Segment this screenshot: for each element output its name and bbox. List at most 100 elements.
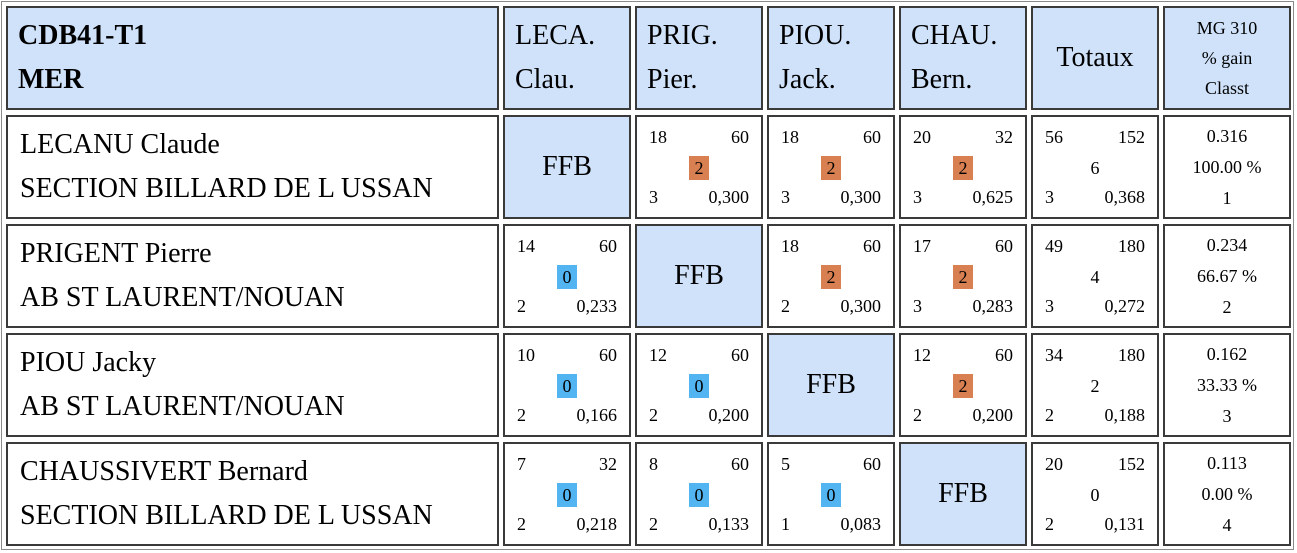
total-match-points: 2	[1090, 376, 1100, 396]
player-name: PRIGENT Pierre	[20, 238, 212, 269]
player-name: LECANU Claude	[20, 129, 220, 160]
column-header-totals: Totaux	[1031, 6, 1159, 110]
summary-pct: 66.67 %	[1197, 265, 1257, 286]
total-average: 0,272	[1104, 296, 1146, 316]
player-name: PIOU Jacky	[20, 347, 157, 378]
match-result-badge: 2	[953, 374, 973, 398]
match-distance: 60	[995, 345, 1013, 365]
summary-mg: 0.113	[1207, 452, 1247, 473]
match-result-badge: 2	[821, 156, 841, 180]
match-result-badge: 2	[689, 156, 709, 180]
match-result-badge: 0	[689, 483, 709, 507]
total-innings: 3	[1045, 187, 1054, 207]
match-average: 0,200	[708, 405, 750, 425]
match-points: 10	[517, 345, 535, 365]
total-innings: 2	[1045, 514, 1054, 534]
match-distance: 60	[599, 236, 617, 256]
match-innings: 2	[517, 514, 526, 534]
corner-header: CDB41-T1 MER	[6, 6, 499, 110]
total-distance: 152	[1118, 127, 1145, 147]
self-match-cell: FFB	[635, 224, 763, 328]
self-match-cell: FFB	[899, 442, 1027, 546]
match-points: 5	[781, 454, 790, 474]
total-distance: 180	[1118, 345, 1145, 365]
match-innings: 1	[781, 514, 790, 534]
match-average: 0,300	[840, 296, 882, 316]
match-result-badge: 0	[557, 483, 577, 507]
total-match-points: 4	[1090, 267, 1100, 287]
summary-cell: 0.316 100.00 % 1	[1163, 115, 1291, 219]
total-innings: 3	[1045, 296, 1054, 316]
match-distance: 60	[863, 454, 881, 474]
match-cell: 7 32 0 2 0,218	[503, 442, 631, 546]
total-innings: 2	[1045, 405, 1054, 425]
competition-mode: MER	[18, 64, 84, 95]
match-average: 0,083	[840, 514, 882, 534]
match-average: 0,218	[576, 514, 618, 534]
match-result-badge: 2	[953, 156, 973, 180]
player-club: AB ST LAURENT/NOUAN	[20, 391, 345, 422]
match-distance: 60	[731, 454, 749, 474]
match-innings: 2	[913, 405, 922, 425]
match-cell: 8 60 0 2 0,133	[635, 442, 763, 546]
match-distance: 60	[995, 236, 1013, 256]
match-average: 0,625	[972, 187, 1014, 207]
total-distance: 180	[1118, 236, 1145, 256]
match-points: 18	[649, 127, 667, 147]
match-points: 8	[649, 454, 658, 474]
total-distance: 152	[1118, 454, 1145, 474]
player-club: SECTION BILLARD DE L USSAN	[20, 173, 433, 204]
match-points: 12	[913, 345, 931, 365]
player-cell: CHAUSSIVERT Bernard SECTION BILLARD DE L…	[6, 442, 499, 546]
player-club: AB ST LAURENT/NOUAN	[20, 282, 345, 313]
self-match-cell: FFB	[767, 333, 895, 437]
match-innings: 2	[649, 514, 658, 534]
summary-mg: 0.316	[1206, 125, 1248, 146]
player-cell: PRIGENT Pierre AB ST LAURENT/NOUAN	[6, 224, 499, 328]
total-points: 34	[1045, 345, 1063, 365]
match-result-badge: 2	[953, 265, 973, 289]
match-cell: 10 60 0 2 0,166	[503, 333, 631, 437]
summary-rank: 3	[1222, 405, 1232, 426]
summary-mg: 0.162	[1206, 343, 1248, 364]
column-header-prig: PRIG. Pier.	[635, 6, 763, 110]
totals-cell: 34 180 2 2 0,188	[1031, 333, 1159, 437]
match-points: 20	[913, 127, 931, 147]
match-distance: 60	[731, 345, 749, 365]
match-distance: 32	[995, 127, 1013, 147]
column-header-chau: CHAU. Bern.	[899, 6, 1027, 110]
totals-cell: 56 152 6 3 0,368	[1031, 115, 1159, 219]
match-result-badge: 2	[821, 265, 841, 289]
total-points: 49	[1045, 236, 1063, 256]
match-points: 14	[517, 236, 535, 256]
column-header-summary: MG 310 % gain Classt	[1163, 6, 1291, 110]
match-average: 0,166	[576, 405, 618, 425]
match-cell: 18 60 2 3 0,300	[767, 115, 895, 219]
summary-cell: 0.162 33.33 % 3	[1163, 333, 1291, 437]
player-cell: LECANU Claude SECTION BILLARD DE L USSAN	[6, 115, 499, 219]
match-distance: 60	[599, 345, 617, 365]
summary-rank: 4	[1222, 514, 1232, 535]
match-cell: 5 60 0 1 0,083	[767, 442, 895, 546]
total-average: 0,188	[1104, 405, 1146, 425]
match-distance: 60	[863, 236, 881, 256]
match-average: 0,300	[708, 187, 750, 207]
match-innings: 3	[913, 187, 922, 207]
match-cell: 18 60 2 3 0,300	[635, 115, 763, 219]
match-average: 0,300	[840, 187, 882, 207]
match-average: 0,283	[972, 296, 1014, 316]
summary-rank: 1	[1222, 187, 1232, 208]
player-name: CHAUSSIVERT Bernard	[20, 456, 308, 487]
match-points: 17	[913, 236, 931, 256]
match-innings: 2	[649, 405, 658, 425]
total-match-points: 6	[1090, 158, 1100, 178]
totals-cell: 20 152 0 2 0,131	[1031, 442, 1159, 546]
match-points: 18	[781, 236, 799, 256]
total-match-points: 0	[1090, 485, 1100, 505]
total-average: 0,368	[1104, 187, 1146, 207]
total-average: 0,131	[1104, 514, 1146, 534]
player-cell: PIOU Jacky AB ST LAURENT/NOUAN	[6, 333, 499, 437]
match-result-badge: 0	[821, 483, 841, 507]
match-distance: 32	[599, 454, 617, 474]
